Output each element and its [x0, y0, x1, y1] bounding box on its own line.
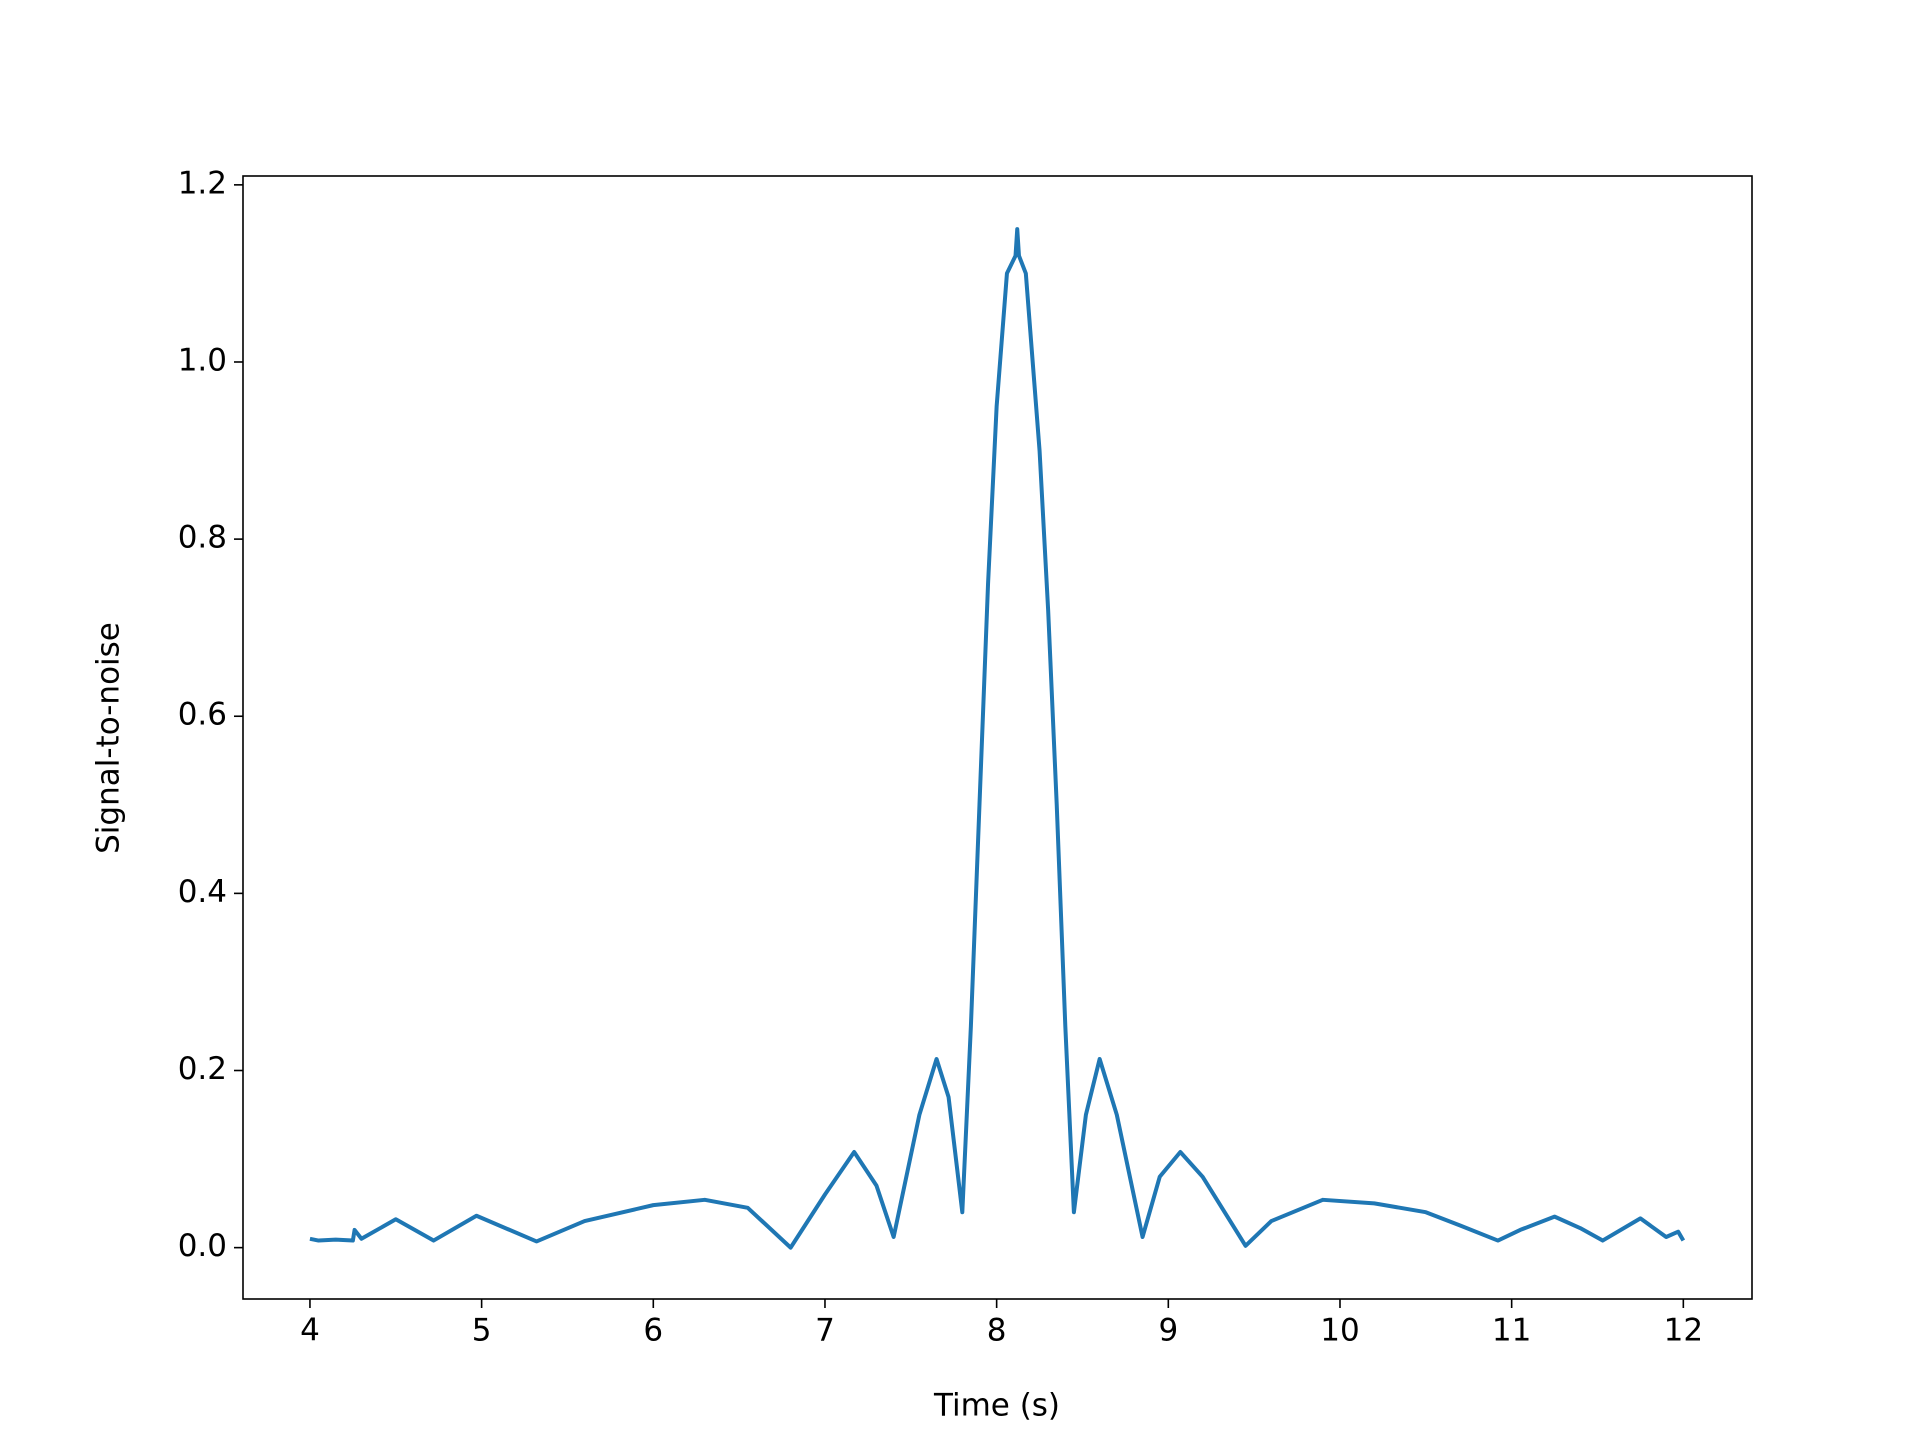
y-tick-label: 1.0	[178, 342, 227, 378]
y-tick-label: 0.6	[178, 697, 227, 733]
x-tick-label: 8	[987, 1313, 1007, 1349]
y-tick-label: 0.0	[178, 1228, 227, 1264]
x-tick-label: 11	[1492, 1313, 1531, 1349]
y-tick-label: 0.8	[178, 520, 227, 556]
y-tick-label: 0.4	[178, 874, 227, 910]
x-tick-label: 9	[1158, 1313, 1178, 1349]
y-axis-label: Signal-to-noise	[91, 622, 127, 854]
x-tick-label: 12	[1664, 1313, 1703, 1349]
y-tick-label: 1.2	[178, 165, 227, 201]
y-tick-label: 0.2	[178, 1051, 227, 1087]
x-tick-label: 6	[643, 1313, 663, 1349]
plot-frame	[242, 175, 1753, 1300]
x-tick-label: 4	[300, 1313, 320, 1349]
x-tick-label: 7	[815, 1313, 835, 1349]
x-tick-label: 5	[472, 1313, 492, 1349]
line	[309, 227, 1686, 1250]
x-tick-label: 10	[1320, 1313, 1359, 1349]
x-axis-label: Time (s)	[933, 1388, 1060, 1424]
